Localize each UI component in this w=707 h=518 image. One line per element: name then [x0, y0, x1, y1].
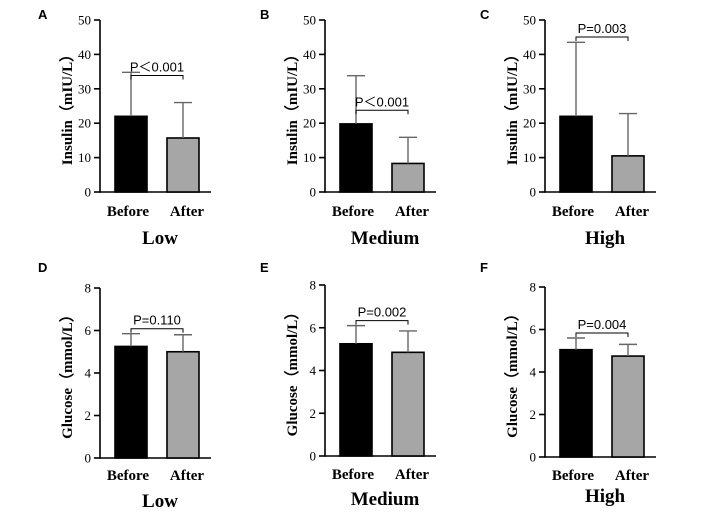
group-label: Low — [142, 491, 178, 512]
bar-before — [339, 123, 373, 193]
y-tick-label: 0 — [310, 185, 317, 200]
p-value-label: P=0.110 — [133, 313, 181, 328]
y-tick-label: 8 — [310, 278, 317, 293]
panel-letter: B — [260, 7, 269, 22]
y-tick-label: 10 — [523, 150, 536, 165]
bar-before — [339, 342, 373, 457]
category-label: After — [395, 467, 429, 483]
significance-bracket — [355, 109, 409, 115]
y-tick-label: 20 — [523, 116, 536, 131]
panel-letter: E — [260, 260, 269, 275]
y-tick-label: 50 — [78, 13, 91, 28]
y-tick-label: 2 — [310, 406, 317, 421]
y-tick-label: 30 — [78, 81, 91, 96]
panel-letter: A — [38, 7, 48, 22]
group-label: Low — [142, 228, 178, 249]
panel-letter: C — [480, 7, 490, 22]
panel-d: D 0 2 4 6 8 Glucose（mmol/L） Before After Low P=0.1… — [38, 260, 211, 512]
y-tick-label: 10 — [303, 150, 316, 165]
group-label: Medium — [351, 228, 420, 249]
panel-letter: F — [480, 260, 488, 275]
category-label: After — [170, 204, 204, 220]
y-tick-label: 0 — [85, 451, 92, 466]
y-tick-label: 0 — [530, 450, 537, 465]
y-tick-label: 40 — [303, 47, 316, 62]
y-tick-label: 0 — [530, 185, 537, 200]
y-tick-label: 4 — [530, 365, 537, 380]
y-axis-label: Insulin（mIU/L） — [283, 47, 301, 165]
y-tick-label: 6 — [530, 322, 537, 337]
category-label: Before — [552, 468, 595, 484]
category-label: After — [615, 468, 649, 484]
y-tick-label: 0 — [85, 185, 92, 200]
y-tick-label: 50 — [303, 13, 316, 28]
y-tick-label: 40 — [78, 47, 91, 62]
p-value-label: P=0.003 — [578, 21, 627, 36]
category-label: Before — [107, 468, 150, 484]
group-label: High — [585, 228, 626, 249]
y-tick-label: 0 — [310, 449, 317, 464]
panel-f: F 0 2 4 6 8 Glucose（mmol/L） Before After High P=0.… — [480, 260, 656, 507]
bar-before — [559, 115, 593, 193]
panel-c: C 0 10 20 30 40 50 Insulin（mIU/L） Before After Hig… — [480, 7, 656, 249]
significance-bracket — [575, 332, 629, 337]
significance-bracket — [130, 328, 184, 333]
bar-after — [166, 137, 200, 193]
category-label: Before — [332, 204, 375, 220]
y-tick-label: 20 — [303, 116, 316, 131]
y-tick-label: 6 — [310, 320, 317, 335]
category-label: Before — [332, 467, 375, 483]
y-axis-label: Insulin（mIU/L） — [503, 47, 521, 165]
p-value-label: P＜0.001 — [130, 60, 184, 75]
bar-after — [166, 350, 200, 459]
p-value-label: P=0.004 — [578, 317, 627, 332]
y-tick-label: 20 — [78, 116, 91, 131]
y-axis-label: Glucose（mmol/L） — [503, 306, 521, 438]
category-label: After — [615, 204, 649, 220]
y-tick-label: 8 — [530, 280, 537, 295]
y-tick-label: 4 — [85, 366, 92, 381]
y-tick-label: 2 — [85, 408, 92, 423]
bar-after — [391, 162, 425, 193]
panel-a: A 0 10 20 30 40 50 Insulin（mIU/L） Before After Low… — [38, 7, 211, 249]
y-axis-label: Glucose（mmol/L） — [283, 305, 301, 437]
category-label: Before — [552, 204, 595, 220]
y-tick-label: 4 — [310, 363, 317, 378]
bar-after — [611, 355, 645, 458]
group-label: Medium — [351, 489, 420, 510]
bar-after — [391, 351, 425, 457]
y-tick-label: 6 — [85, 323, 92, 338]
y-tick-label: 10 — [78, 150, 91, 165]
panel-letter: D — [38, 260, 47, 275]
bar-before — [114, 115, 148, 193]
category-label: Before — [107, 204, 150, 220]
panel-e: E 0 2 4 6 8 Glucose（mmol/L） Before After Medium P=… — [260, 260, 436, 510]
group-label: High — [585, 486, 626, 507]
category-label: After — [395, 204, 429, 220]
bar-after — [611, 155, 645, 193]
y-tick-label: 40 — [523, 47, 536, 62]
y-tick-label: 50 — [523, 13, 536, 28]
category-label: After — [170, 468, 204, 484]
y-tick-label: 8 — [85, 281, 92, 296]
significance-bracket — [575, 36, 629, 41]
significance-bracket — [355, 320, 409, 325]
panel-b: B 0 10 20 30 40 50 Insulin（mIU/L） Before After Med… — [260, 7, 436, 249]
bar-before — [559, 348, 593, 458]
bar-before — [114, 345, 148, 459]
significance-bracket — [130, 75, 184, 80]
y-tick-label: 30 — [303, 81, 316, 96]
p-value-label: P＜0.001 — [355, 94, 409, 109]
y-axis-label: Insulin（mIU/L） — [58, 47, 76, 165]
y-axis-label: Glucose（mmol/L） — [58, 307, 76, 439]
y-tick-label: 2 — [530, 407, 537, 422]
p-value-label: P=0.002 — [358, 305, 407, 320]
y-tick-label: 30 — [523, 81, 536, 96]
